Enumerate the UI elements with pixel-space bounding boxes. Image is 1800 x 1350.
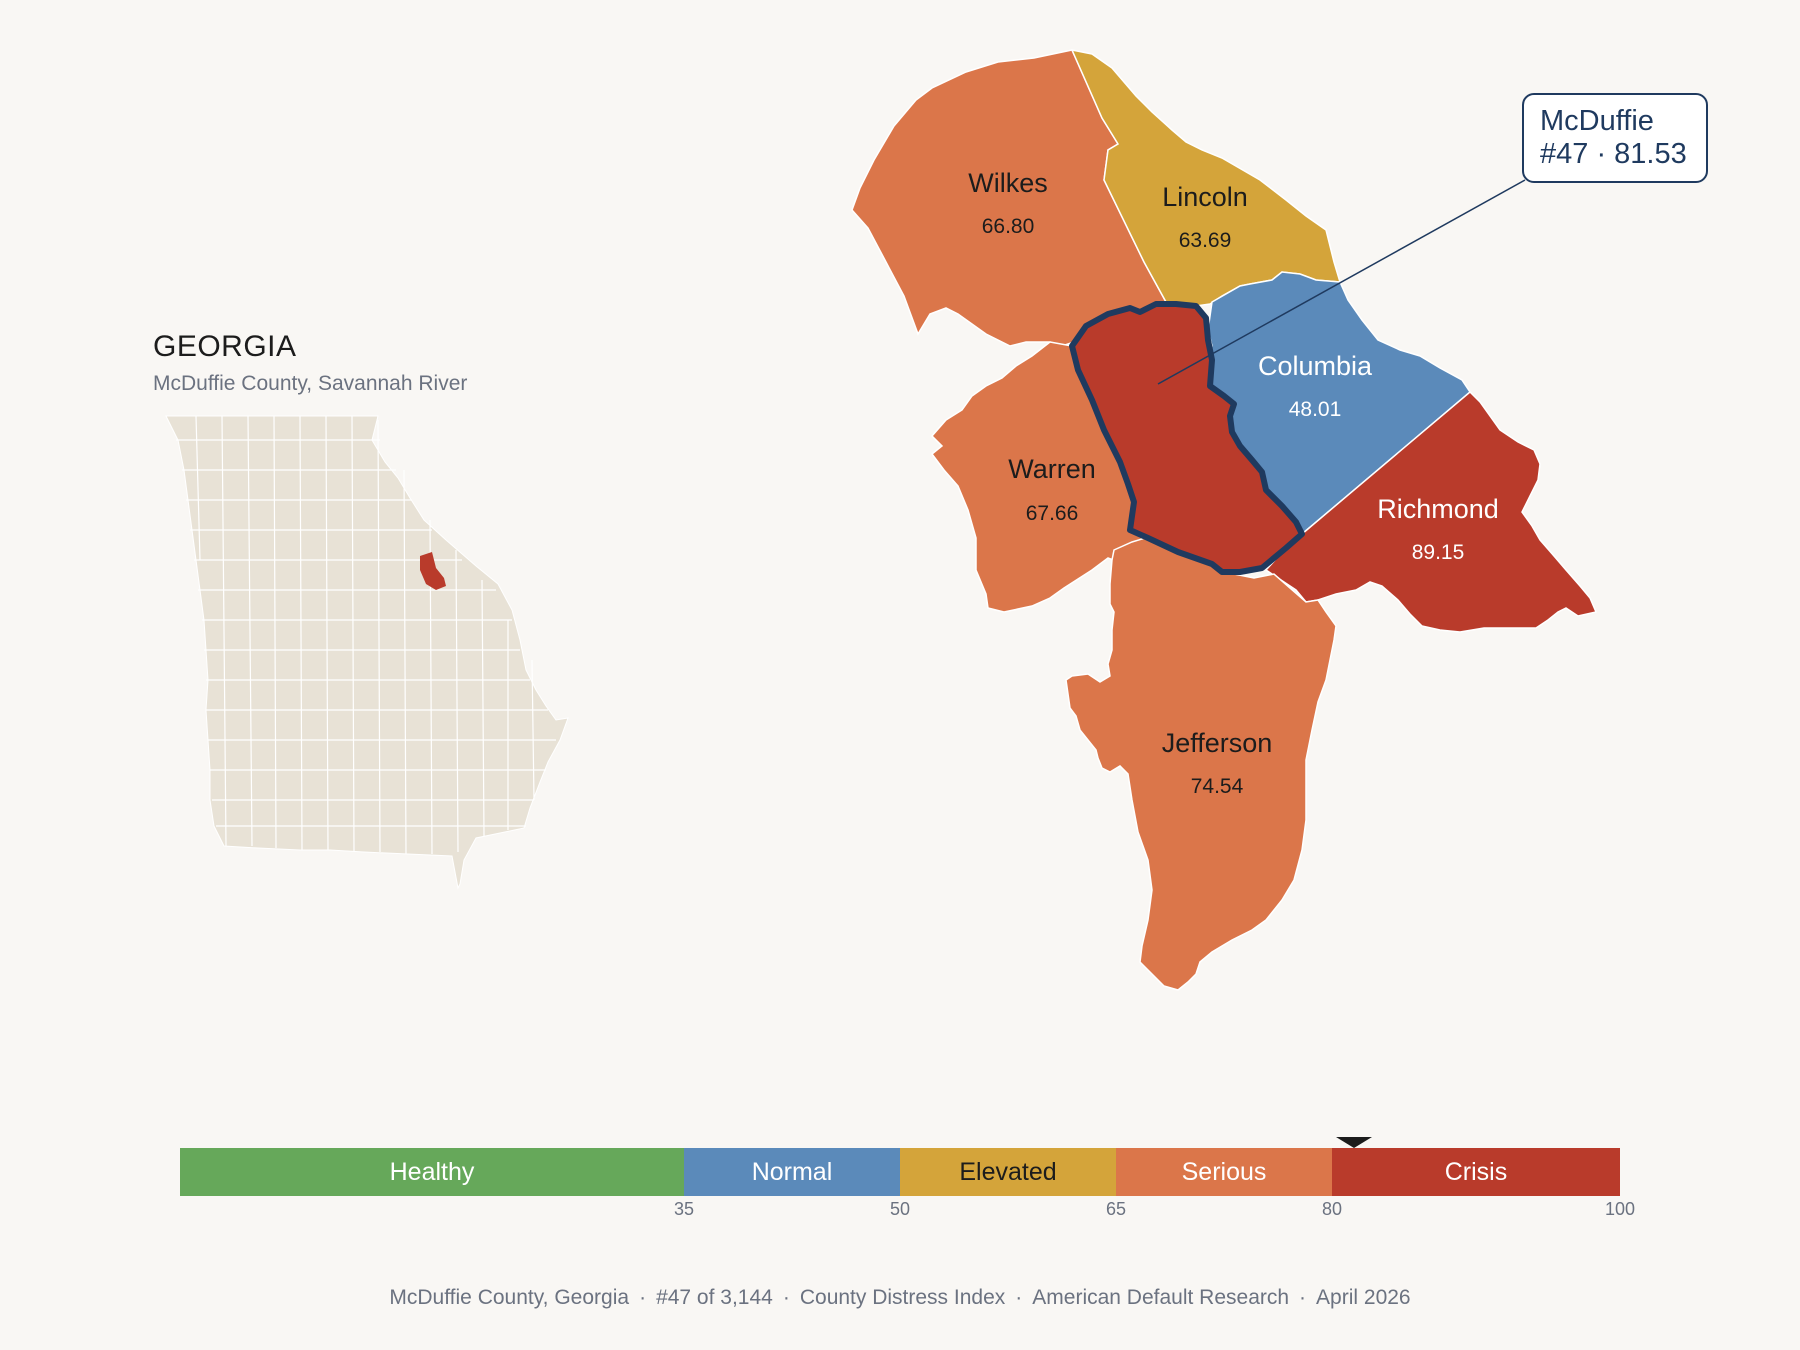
legend-segment-normal: Normal — [684, 1148, 900, 1196]
county-shape-richmond — [1264, 390, 1598, 633]
score-marker-icon — [1336, 1137, 1372, 1148]
legend-tick-50: 50 — [889, 1199, 911, 1219]
focus-county-callout: McDuffie #47 · 81.53 — [1522, 93, 1708, 183]
legend-tick-100: 100 — [1604, 1199, 1636, 1219]
legend-label-normal: Normal — [751, 1157, 833, 1186]
legend-segment-elevated: Elevated — [900, 1148, 1116, 1196]
legend-label-elevated: Elevated — [959, 1157, 1057, 1186]
state-subtitle: McDuffie County, Savannah River — [153, 372, 468, 395]
mcduffie-locator-highlight — [420, 552, 446, 590]
footer-separator: · — [639, 1286, 647, 1309]
county-score-lincoln: 63.69 — [1179, 229, 1232, 252]
regional-county-map — [851, 48, 1598, 991]
legend-label-healthy: Healthy — [389, 1157, 475, 1186]
county-score-wilkes: 66.80 — [982, 215, 1035, 238]
legend-label-crisis: Crisis — [1444, 1157, 1508, 1186]
footer-caption: McDuffie County, Georgia · #47 of 3,144 · Co… — [0, 1286, 1800, 1310]
footer-separator: · — [1015, 1286, 1023, 1309]
footer-separator: · — [1299, 1286, 1307, 1309]
county-score-richmond: 89.15 — [1412, 541, 1465, 564]
legend-segment-serious: Serious — [1116, 1148, 1332, 1196]
legend-segment-healthy: Healthy — [180, 1148, 684, 1196]
callout-rank-score: #47 · 81.53 — [1540, 138, 1687, 170]
georgia-locator-map — [165, 415, 569, 890]
county-score-columbia: 48.01 — [1289, 398, 1342, 421]
callout-leader-line — [1157, 179, 1526, 385]
footer-source: American Default Research — [1032, 1286, 1290, 1309]
legend-tick-65: 65 — [1105, 1199, 1127, 1219]
county-score-warren: 67.66 — [1026, 502, 1079, 525]
county-label-columbia: Columbia — [1258, 351, 1373, 381]
callout-county-name: McDuffie — [1540, 105, 1654, 137]
legend-segment-crisis: Crisis — [1332, 1148, 1620, 1196]
georgia-county-grid — [176, 415, 556, 855]
state-title: GEORGIA — [153, 330, 297, 363]
county-label-lincoln: Lincoln — [1162, 182, 1248, 212]
legend-tick-80: 80 — [1321, 1199, 1343, 1219]
distress-scale-legend: Healthy Normal Elevated Serious Crisis — [180, 1148, 1620, 1196]
footer-county: McDuffie County, Georgia — [389, 1286, 630, 1309]
county-label-richmond: Richmond — [1377, 494, 1499, 524]
legend-tick-35: 35 — [673, 1199, 695, 1219]
county-label-wilkes: Wilkes — [968, 168, 1048, 198]
footer-index-name: County Distress Index — [799, 1286, 1006, 1309]
footer-separator: · — [782, 1286, 790, 1309]
county-score-jefferson: 74.54 — [1191, 775, 1244, 798]
county-label-jefferson: Jefferson — [1162, 728, 1273, 758]
county-label-warren: Warren — [1008, 454, 1096, 484]
footer-date: April 2026 — [1316, 1286, 1411, 1309]
legend-label-serious: Serious — [1181, 1157, 1267, 1186]
county-labels: Wilkes 66.80 Lincoln 63.69 Columbia 48.0… — [968, 168, 1499, 798]
county-shape-mcduffie — [1069, 301, 1305, 575]
county-shape-jefferson — [1065, 535, 1337, 991]
footer-rank: #47 of 3,144 — [656, 1286, 773, 1309]
